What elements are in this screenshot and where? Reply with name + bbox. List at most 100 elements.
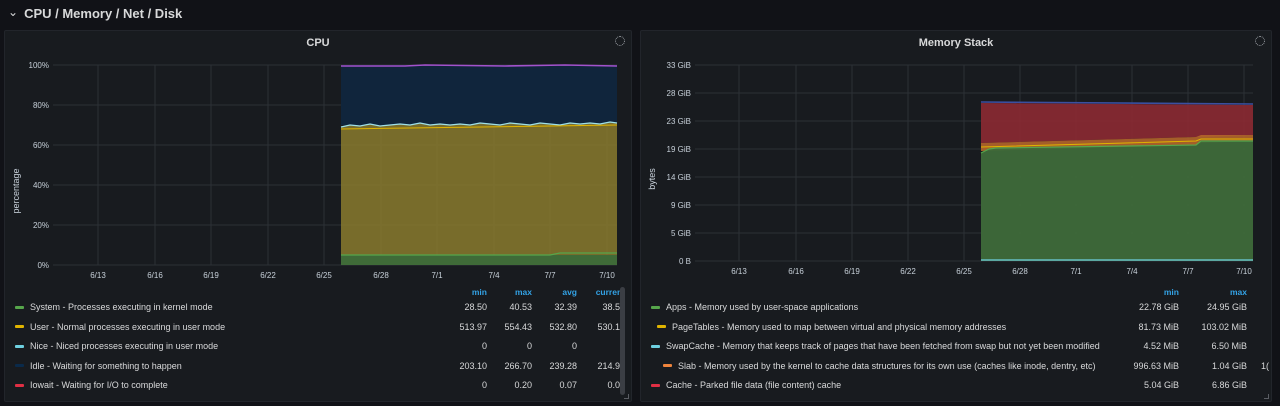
- cpu-legend: min max avg current System - Processes e…: [15, 287, 627, 397]
- legend-header-avg[interactable]: avg: [562, 287, 577, 297]
- y-tick-label: 9 GiB: [671, 201, 691, 210]
- series-color-swatch[interactable]: [657, 325, 666, 328]
- legend-header-max[interactable]: max: [514, 287, 532, 297]
- legend-value-min: 5.04 GiB: [1143, 380, 1179, 390]
- series-color-swatch[interactable]: [651, 305, 660, 309]
- x-tick-label: 7/4: [1126, 267, 1138, 276]
- legend-header-max[interactable]: max: [1229, 287, 1247, 297]
- legend-item[interactable]: User - Normal processes executing in use…: [15, 318, 225, 336]
- y-tick-label: 0%: [37, 261, 49, 270]
- legend-scrollbar[interactable]: [620, 287, 625, 395]
- memory-graph[interactable]: bytes 33 GiB 28 GiB 23 GiB 19 GiB 14 GiB 9 Gi…: [641, 51, 1273, 311]
- series-color-swatch[interactable]: [651, 383, 660, 387]
- y-axis-label: bytes: [647, 168, 657, 190]
- y-tick-label: 20%: [33, 221, 49, 230]
- legend-label[interactable]: Idle - Waiting for something to happen: [30, 360, 182, 371]
- y-tick-label: 28 GiB: [667, 89, 691, 98]
- x-tick-label: 6/28: [373, 271, 389, 280]
- legend-value-current: 530.12: [597, 321, 625, 332]
- y-tick-label: 5 GiB: [671, 229, 691, 238]
- panel-resize-handle[interactable]: [624, 394, 629, 399]
- series-color-swatch[interactable]: [15, 344, 24, 348]
- legend-label[interactable]: SwapCache - Memory that keeps track of p…: [666, 341, 1100, 351]
- legend-value-max: 0: [526, 341, 532, 351]
- panel-title[interactable]: Memory Stack: [918, 37, 994, 49]
- loading-icon: [615, 36, 625, 46]
- legend-header-min[interactable]: min: [1163, 287, 1179, 297]
- legend-label[interactable]: Iowait - Waiting for I/O to complete: [30, 380, 168, 390]
- x-tick-label: 6/13: [90, 271, 106, 280]
- legend-item[interactable]: Apps - Memory used by user-space applica…: [651, 298, 858, 316]
- x-tick-label: 6/16: [147, 271, 163, 280]
- legend-value-max: 6.50 MiB: [1211, 341, 1247, 351]
- legend-value-current: 0: [575, 341, 625, 351]
- series-color-swatch[interactable]: [15, 325, 24, 328]
- legend-item[interactable]: Cache - Parked file data (file content) …: [651, 376, 841, 394]
- row-header[interactable]: ⌄ CPU / Memory / Net / Disk: [0, 0, 1280, 26]
- memory-legend: min max Apps - Memory used by user-space…: [651, 287, 1269, 397]
- x-tick-label: 6/16: [788, 267, 804, 276]
- legend-value-min: 0: [481, 341, 487, 351]
- series-iowait-line: [341, 64, 618, 67]
- x-tick-label: 6/22: [260, 271, 276, 280]
- legend-label[interactable]: PageTables - Memory used to map between …: [672, 321, 1007, 332]
- legend-value-min: 203.10: [459, 360, 487, 371]
- legend-item[interactable]: Nice - Niced processes executing in user…: [15, 337, 218, 355]
- series-cache: [981, 103, 1253, 143]
- y-tick-label: 19 GiB: [667, 145, 691, 154]
- legend-item[interactable]: System - Processes executing in kernel m…: [15, 298, 213, 316]
- legend-value-min: 0: [481, 380, 487, 390]
- series-color-swatch[interactable]: [663, 364, 672, 367]
- x-tick-label: 6/13: [731, 267, 747, 276]
- legend-item[interactable]: PageTables - Memory used to map between …: [657, 318, 1006, 336]
- x-tick-label: 6/22: [900, 267, 916, 276]
- cpu-panel: CPU percentage 100% 80% 60% 40% 20% 0% 6/13 6/…: [4, 30, 632, 402]
- legend-label[interactable]: Apps - Memory used by user-space applica…: [666, 302, 859, 312]
- panel-title[interactable]: CPU: [306, 37, 330, 49]
- legend-value-current: 38.53: [602, 302, 625, 312]
- series-color-swatch[interactable]: [651, 344, 660, 348]
- series-color-swatch[interactable]: [15, 383, 24, 387]
- series-color-swatch[interactable]: [15, 364, 24, 367]
- legend-value-max: 0.20: [514, 380, 532, 390]
- chevron-down-icon[interactable]: ⌄: [8, 5, 19, 19]
- series-user-line: [340, 124, 618, 130]
- legend-item[interactable]: Iowait - Waiting for I/O to complete: [15, 376, 168, 394]
- cpu-graph[interactable]: percentage 100% 80% 60% 40% 20% 0% 6/13 6/16 6/…: [5, 51, 633, 311]
- legend-label[interactable]: Cache - Parked file data (file content) …: [666, 380, 842, 390]
- legend-item[interactable]: SwapCache - Memory that keeps track of p…: [651, 337, 1100, 355]
- y-tick-label: 14 GiB: [667, 173, 691, 182]
- legend-value-avg: 32.39: [554, 302, 577, 312]
- legend-value-min: 28.50: [464, 302, 487, 312]
- y-tick-label: 33 GiB: [667, 61, 691, 70]
- x-tick-label: 6/19: [844, 267, 860, 276]
- legend-value-avg: 0.07: [559, 380, 577, 390]
- y-tick-label: 40%: [33, 181, 49, 190]
- legend-value-current: 214.97: [597, 360, 625, 371]
- x-tick-label: 7/10: [599, 271, 615, 280]
- x-tick-label: 7/10: [1236, 267, 1252, 276]
- panel-resize-handle[interactable]: [1264, 394, 1269, 399]
- legend-label[interactable]: User - Normal processes executing in use…: [30, 321, 226, 332]
- y-tick-label: 100%: [29, 61, 49, 70]
- legend-value-avg: 239.28: [549, 360, 577, 371]
- series-color-swatch[interactable]: [15, 305, 24, 309]
- x-tick-label: 7/4: [488, 271, 500, 280]
- legend-value-avg: 0: [571, 341, 577, 351]
- legend-label[interactable]: Slab - Memory used by the kernel to cach…: [678, 360, 1096, 371]
- y-tick-label: 23 GiB: [667, 117, 691, 126]
- legend-value-min: 513.97: [459, 321, 487, 332]
- legend-label[interactable]: Nice - Niced processes executing in user…: [30, 341, 219, 351]
- legend-value-max: 1.04 GiB: [1211, 360, 1247, 371]
- series-apps: [981, 141, 1253, 261]
- y-tick-label: 0 B: [679, 257, 691, 266]
- memory-stack-panel: Memory Stack bytes 33 GiB 28 GiB 23 GiB 19 …: [640, 30, 1272, 402]
- legend-item[interactable]: Idle - Waiting for something to happen: [15, 357, 182, 375]
- legend-header-current[interactable]: current: [595, 287, 625, 297]
- x-tick-label: 6/25: [956, 267, 972, 276]
- legend-item[interactable]: Slab - Memory used by the kernel to cach…: [663, 357, 1096, 375]
- x-tick-label: 6/19: [203, 271, 219, 280]
- legend-header-min[interactable]: min: [471, 287, 487, 297]
- x-tick-label: 7/1: [1070, 267, 1082, 276]
- legend-label[interactable]: System - Processes executing in kernel m…: [30, 302, 213, 312]
